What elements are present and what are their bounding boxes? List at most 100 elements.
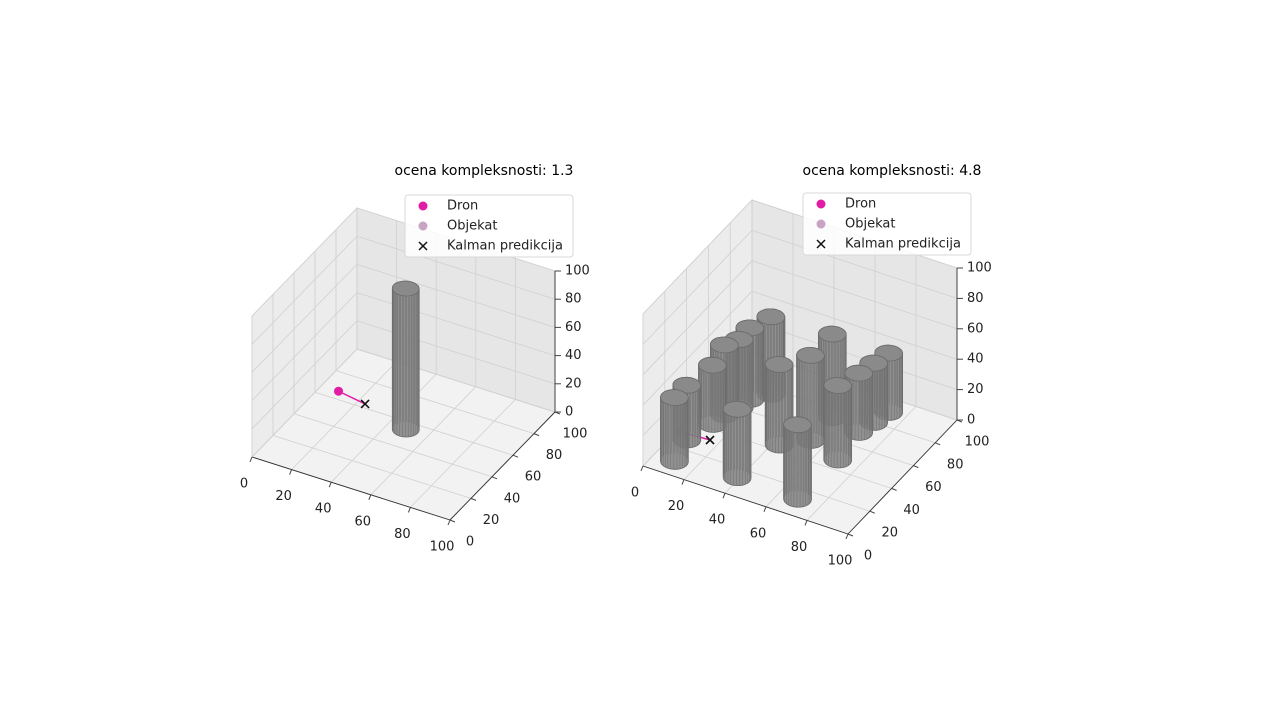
- x-tick: [407, 507, 411, 513]
- axis-line: [847, 419, 958, 535]
- x-tick-label: 20: [668, 499, 685, 514]
- cylinder-top: [817, 325, 847, 343]
- y-tick: [847, 533, 854, 537]
- z-tick-label: 100: [565, 264, 590, 279]
- cylinder-top: [698, 356, 727, 374]
- y-tick-label: 40: [504, 491, 521, 506]
- chart-title: ocena kompleksnosti: 4.8: [803, 163, 982, 179]
- x-tick-label: 100: [828, 554, 853, 569]
- z-tick-label: 40: [967, 352, 984, 367]
- grid-line: [251, 207, 358, 317]
- x-tick-label: 40: [315, 502, 332, 517]
- grid-line: [642, 260, 753, 376]
- axis-line: [251, 456, 451, 521]
- x-tick: [289, 469, 293, 475]
- grid-line: [751, 321, 958, 390]
- grid-line: [642, 290, 753, 406]
- cylinder-top: [783, 416, 812, 434]
- grid-line: [642, 199, 753, 315]
- legend-label: Dron: [447, 199, 478, 214]
- x-tick-label: 0: [240, 477, 248, 492]
- obstacle-cylinder: [698, 356, 727, 433]
- obstacle-cylinder: [783, 416, 812, 508]
- grid-line: [356, 235, 556, 300]
- y-tick-label: 80: [546, 448, 563, 463]
- marker-cross: [705, 435, 715, 445]
- legend-box: [802, 192, 972, 256]
- cylinder-top: [844, 364, 874, 382]
- grid-line: [751, 260, 958, 330]
- cylinder-top: [823, 377, 853, 394]
- x-tick: [640, 465, 644, 472]
- grid-line: [751, 290, 958, 360]
- grid-line: [335, 370, 535, 434]
- legend-box: [404, 194, 574, 258]
- cylinder-top: [391, 280, 420, 297]
- y-tick: [891, 487, 897, 491]
- grid-line: [356, 320, 556, 385]
- point-marker: [360, 399, 370, 409]
- legend-label: Objekat: [447, 219, 497, 234]
- x-tick: [368, 494, 372, 500]
- legend-label: Kalman predikcija: [845, 237, 961, 252]
- y-tick-label: 20: [882, 526, 899, 541]
- legend: Dron Objekat Kalman predikcija: [802, 192, 972, 256]
- grid-line: [251, 264, 358, 373]
- marker-cross: [360, 399, 370, 409]
- grid-line: [370, 386, 477, 496]
- y-tick-label: 60: [925, 480, 942, 495]
- y-tick: [512, 454, 519, 458]
- y-tick-label: 80: [947, 457, 964, 472]
- y-tick: [470, 497, 477, 501]
- y-tick: [869, 510, 875, 514]
- y-tick-label: 100: [563, 427, 588, 442]
- legend-marker: [418, 241, 428, 251]
- x-tick-label: 60: [750, 526, 767, 541]
- cylinder-top: [709, 336, 739, 354]
- z-tick-label: 20: [565, 376, 582, 391]
- legend-marker: [816, 199, 826, 209]
- axis-line: [449, 411, 556, 521]
- y-tick-label: 20: [483, 513, 500, 528]
- x-tick: [447, 519, 451, 526]
- z-tick-label: 100: [967, 261, 992, 276]
- x-tick-label: 80: [791, 540, 808, 555]
- grid-line: [410, 399, 516, 508]
- grid-line: [251, 348, 358, 458]
- grid-line: [356, 264, 556, 328]
- grid-line: [291, 361, 397, 470]
- x-tick: [845, 533, 849, 540]
- z-tick-label: 80: [565, 292, 582, 307]
- cylinder-top: [672, 376, 702, 394]
- grid-line: [251, 292, 358, 401]
- grid-line: [356, 348, 556, 413]
- y-tick: [491, 476, 498, 480]
- x-tick-label: 80: [394, 527, 411, 542]
- x-tick: [328, 482, 332, 488]
- z-tick-label: 40: [565, 348, 582, 363]
- legend-label: Dron: [845, 197, 876, 212]
- legend: Dron Objekat Kalman predikcija: [404, 194, 574, 258]
- z-tick-label: 0: [967, 413, 975, 428]
- legend-label: Objekat: [845, 217, 895, 232]
- x-tick-label: 100: [430, 540, 455, 555]
- point-marker: [705, 435, 715, 445]
- grid-line: [751, 230, 958, 299]
- x-tick: [722, 493, 726, 499]
- x-tick-label: 20: [275, 489, 292, 504]
- y-tick: [913, 465, 919, 469]
- cylinder-top: [764, 356, 794, 373]
- legend-marker: [418, 201, 428, 211]
- trajectory: [338, 390, 366, 405]
- grid-line: [272, 435, 472, 499]
- x-tick-label: 60: [355, 514, 372, 529]
- x-tick-label: 40: [709, 513, 726, 528]
- z-tick-label: 80: [967, 291, 984, 306]
- z-tick-label: 20: [967, 382, 984, 397]
- z-tick-label: 0: [565, 405, 573, 420]
- y-tick: [533, 433, 540, 437]
- x-tick: [681, 479, 685, 485]
- x-tick: [249, 456, 253, 463]
